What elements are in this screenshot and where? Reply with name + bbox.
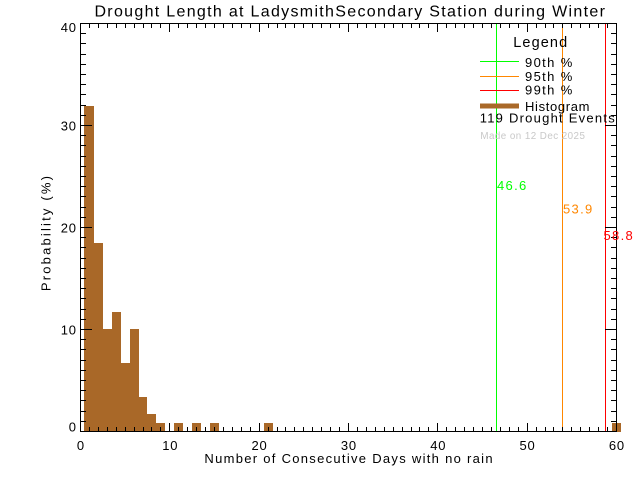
svg-text:Histogram: Histogram bbox=[525, 99, 590, 114]
svg-text:99th %: 99th % bbox=[525, 83, 574, 98]
svg-text:Probability (%): Probability (%) bbox=[39, 174, 54, 291]
svg-text:46.6: 46.6 bbox=[497, 178, 528, 193]
svg-text:60: 60 bbox=[609, 438, 625, 453]
svg-text:20: 20 bbox=[252, 438, 268, 453]
svg-text:40: 40 bbox=[430, 438, 446, 453]
svg-text:30: 30 bbox=[61, 119, 77, 134]
svg-text:Made on 12 Dec 2025: Made on 12 Dec 2025 bbox=[480, 131, 585, 142]
svg-text:58.8: 58.8 bbox=[604, 228, 635, 243]
svg-text:30: 30 bbox=[341, 438, 357, 453]
svg-text:Legend: Legend bbox=[513, 35, 568, 51]
svg-text:Drought Length at LadysmithSec: Drought Length at LadysmithSecondary Sta… bbox=[94, 3, 606, 20]
svg-text:119 Drought Events: 119 Drought Events bbox=[480, 110, 616, 125]
svg-text:90th %: 90th % bbox=[525, 55, 574, 70]
svg-text:10: 10 bbox=[162, 438, 178, 453]
svg-text:53.9: 53.9 bbox=[563, 202, 594, 217]
svg-text:Number of Consecutive Days wit: Number of Consecutive Days with no rain bbox=[204, 451, 493, 466]
svg-text:40: 40 bbox=[61, 20, 77, 35]
svg-text:95th %: 95th % bbox=[525, 69, 574, 84]
svg-text:20: 20 bbox=[61, 221, 77, 236]
svg-text:50: 50 bbox=[520, 438, 536, 453]
svg-text:0: 0 bbox=[77, 438, 85, 453]
svg-text:0: 0 bbox=[69, 420, 77, 435]
svg-text:10: 10 bbox=[61, 323, 77, 338]
